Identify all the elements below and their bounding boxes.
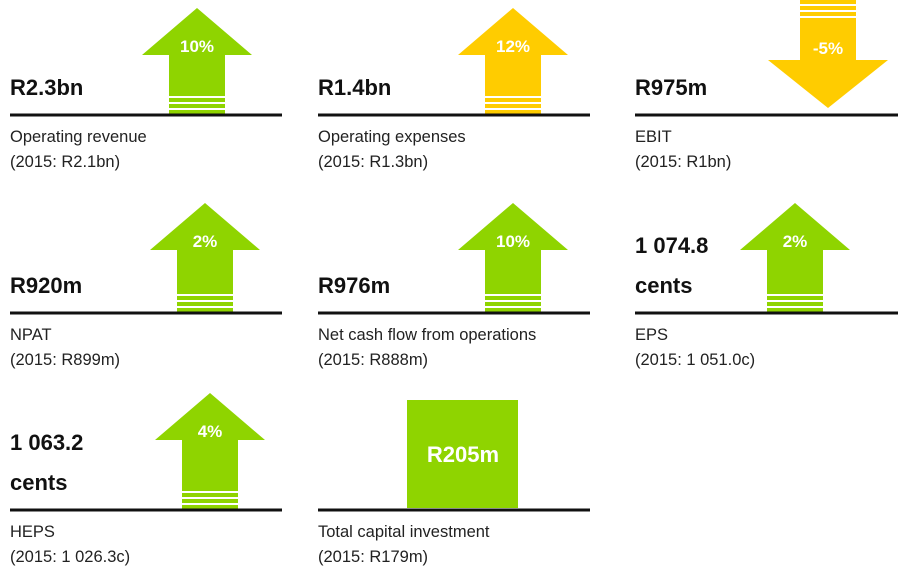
value-text: R975m	[635, 75, 707, 100]
comparison: (2015: 1 026.3c)	[10, 548, 130, 566]
value-text: R2.3bn	[10, 75, 83, 100]
change-label: 2%	[193, 232, 218, 251]
value-text: cents	[10, 470, 67, 495]
up-arrow	[740, 203, 850, 313]
up-arrow	[142, 8, 252, 115]
change-label: -5%	[813, 39, 843, 58]
value-text: 1 074.8	[635, 233, 708, 258]
value-text: R920m	[10, 273, 82, 298]
metric-label: Total capital investment	[318, 523, 490, 541]
metric-label: NPAT	[10, 326, 52, 344]
comparison: (2015: 1 051.0c)	[635, 351, 755, 369]
metric-label: Net cash flow from operations	[318, 326, 536, 344]
comparison: (2015: R179m)	[318, 548, 428, 566]
comparison: (2015: R1.3bn)	[318, 153, 428, 171]
comparison: (2015: R1bn)	[635, 153, 731, 171]
value-text: cents	[635, 273, 692, 298]
comparison: (2015: R899m)	[10, 351, 120, 369]
metric-label: Operating revenue	[10, 128, 147, 146]
change-label: 2%	[783, 232, 808, 251]
change-label: 10%	[180, 37, 214, 56]
comparison: (2015: R2.1bn)	[10, 153, 120, 171]
value-text: R976m	[318, 273, 390, 298]
up-arrow	[155, 393, 265, 510]
up-arrow	[150, 203, 260, 313]
comparison: (2015: R888m)	[318, 351, 428, 369]
up-arrow	[458, 8, 568, 115]
change-label: 4%	[198, 422, 223, 441]
change-label: 12%	[496, 37, 530, 56]
metric-label: Operating expenses	[318, 128, 466, 146]
value-text: 1 063.2	[10, 430, 83, 455]
metric-label: HEPS	[10, 523, 55, 541]
up-arrow	[458, 203, 568, 313]
metric-label: EBIT	[635, 128, 672, 146]
value-text: R1.4bn	[318, 75, 391, 100]
down-arrow	[768, 0, 888, 108]
box-value: R205m	[427, 442, 499, 467]
metric-label: EPS	[635, 326, 668, 344]
value-box	[407, 400, 518, 508]
change-label: 10%	[496, 232, 530, 251]
